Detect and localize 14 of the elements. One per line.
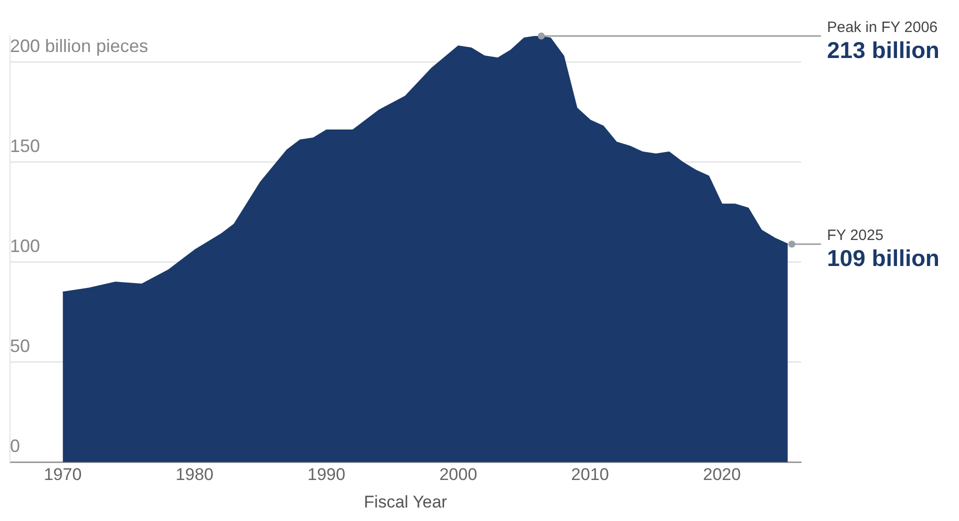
y-tick-label: 200 billion pieces xyxy=(10,36,148,56)
x-tick-label: 1970 xyxy=(44,465,82,484)
annotation: Peak in FY 2006 213 billion xyxy=(827,19,940,63)
x-tick-label: 2020 xyxy=(702,465,741,484)
annotation: FY 2025 109 billion xyxy=(827,227,940,272)
x-tick-label: 2000 xyxy=(439,465,478,484)
y-tick-label: 0 xyxy=(10,436,20,456)
y-tick-label: 100 xyxy=(10,236,40,256)
y-tick-label: 50 xyxy=(10,336,30,356)
x-tick-label: 1990 xyxy=(307,465,346,484)
y-tick-label: 150 xyxy=(10,136,40,156)
x-tick-label: 1980 xyxy=(176,465,214,484)
x-tick-label: 2010 xyxy=(571,465,609,484)
x-axis-title: Fiscal Year xyxy=(364,492,448,512)
